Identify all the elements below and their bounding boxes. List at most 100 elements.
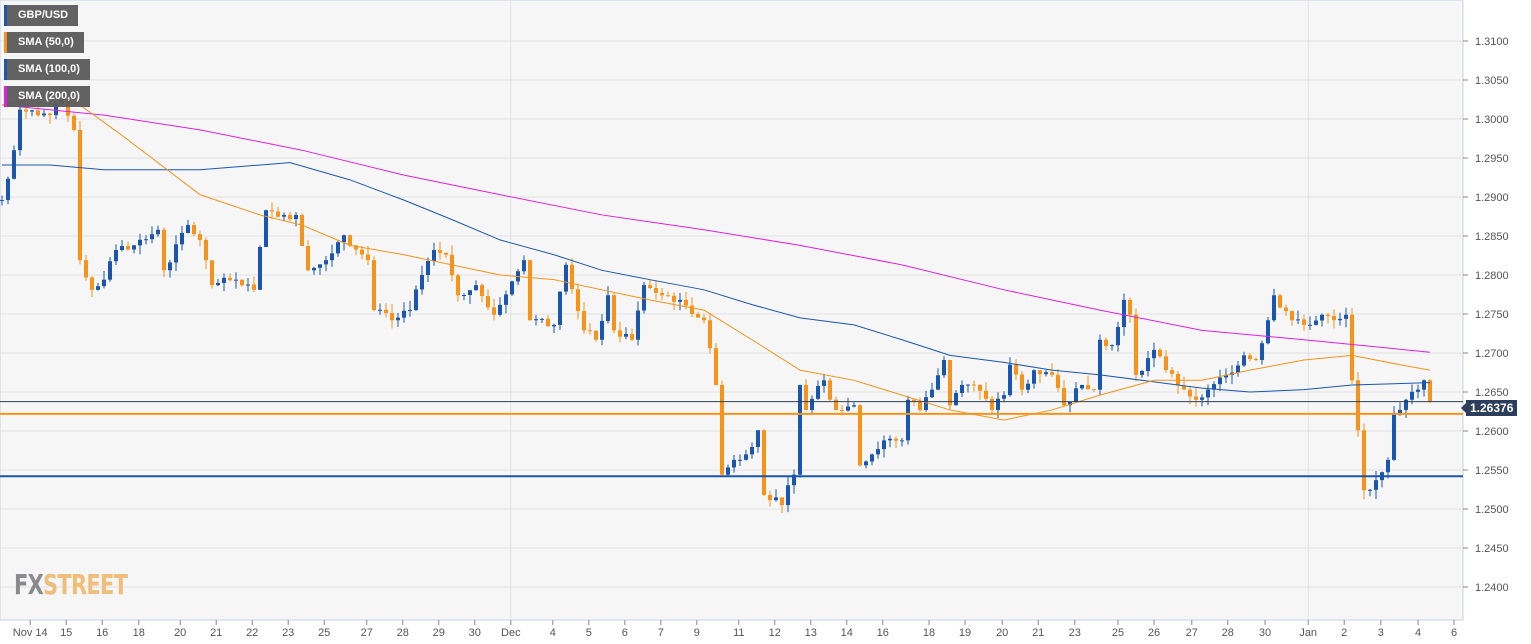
- candle-bearish: [360, 249, 364, 255]
- candle-bullish: [1116, 326, 1120, 346]
- candle-bearish: [1134, 314, 1138, 375]
- plot-area: [0, 0, 1464, 621]
- candle-bearish: [66, 100, 70, 116]
- y-tick-label: 1.2700: [1475, 348, 1509, 360]
- x-tick-label: 2: [1341, 627, 1347, 639]
- candle-bearish: [834, 399, 838, 410]
- candle-bearish: [84, 260, 88, 278]
- candle-bullish: [1032, 370, 1036, 384]
- candle-bullish: [378, 309, 382, 311]
- x-tick-label: Jan: [1299, 627, 1317, 639]
- candle-bullish: [498, 304, 502, 315]
- candle-bearish: [1332, 316, 1336, 321]
- x-tick-label: Nov 14: [13, 627, 48, 639]
- candle-bearish: [1350, 314, 1354, 381]
- candle-bearish: [354, 245, 358, 250]
- candle-bullish: [930, 389, 934, 398]
- candle-bullish: [738, 459, 742, 461]
- candle-bearish: [570, 264, 574, 290]
- candle-bearish: [1020, 374, 1024, 390]
- x-tick-label: 27: [361, 627, 373, 639]
- candle-bearish: [546, 318, 550, 327]
- candle-bullish: [1224, 374, 1228, 378]
- candle-bearish: [972, 384, 976, 386]
- candle-bearish: [438, 250, 442, 253]
- candle-bearish: [978, 384, 982, 391]
- sma200-line: [1, 104, 1431, 353]
- candle-bearish: [480, 285, 484, 297]
- x-tick-label: 12: [769, 627, 781, 639]
- legend-item-gbpusd[interactable]: GBP/USD: [4, 5, 79, 26]
- sma50-line: [1, 94, 1431, 421]
- candle-bullish: [1338, 318, 1342, 321]
- candle-bearish: [612, 295, 616, 331]
- candle-bearish: [1278, 295, 1282, 308]
- candle-bearish: [684, 299, 688, 306]
- candle-bearish: [804, 384, 808, 410]
- candle-bullish: [216, 282, 220, 286]
- candle-bearish: [528, 260, 532, 321]
- candle-bearish: [858, 405, 862, 466]
- x-tick-label: Dec: [501, 627, 521, 639]
- candle-bullish: [1320, 314, 1324, 321]
- x-tick-label: 28: [1222, 627, 1234, 639]
- candle-bearish: [384, 309, 388, 314]
- legend-item-sma50[interactable]: SMA (50,0): [4, 32, 84, 53]
- candle-bullish: [1002, 395, 1006, 399]
- candle-bullish: [1266, 320, 1270, 344]
- x-tick-label: 15: [60, 627, 72, 639]
- candle-bullish: [474, 285, 478, 291]
- x-tick-label: 25: [1112, 627, 1124, 639]
- x-tick-label: 6: [622, 627, 628, 639]
- candle-bearish: [1302, 319, 1306, 325]
- candle-bullish: [138, 239, 142, 246]
- candle-bullish: [144, 239, 148, 241]
- candle-bearish: [630, 333, 634, 340]
- y-tick-label: 1.2450: [1475, 543, 1509, 555]
- candle-bullish: [246, 284, 250, 286]
- candle-bearish: [24, 109, 28, 112]
- candle-bullish: [408, 310, 412, 312]
- candle-bullish: [1218, 377, 1222, 385]
- candle-bullish: [852, 405, 856, 407]
- candle-bullish: [0, 200, 4, 202]
- candle-bullish: [996, 398, 1000, 410]
- candle-bearish: [162, 229, 166, 271]
- candle-bearish: [1290, 311, 1294, 321]
- candle-bullish: [810, 398, 814, 410]
- candle-bullish: [936, 375, 940, 390]
- candle-bullish: [54, 103, 58, 116]
- candle-bullish: [1410, 391, 1414, 400]
- candle-bullish: [120, 246, 124, 251]
- candle-bullish: [294, 214, 298, 220]
- candle-bearish: [780, 497, 784, 506]
- candle-bearish: [192, 225, 196, 235]
- candle-bullish: [1140, 371, 1144, 375]
- legend-item-sma100[interactable]: SMA (100,0): [4, 59, 90, 80]
- candle-bullish: [108, 261, 112, 280]
- candle-bullish: [234, 279, 238, 281]
- candle-bullish: [336, 242, 340, 254]
- candle-bullish: [426, 261, 430, 275]
- candle-bullish: [954, 393, 958, 406]
- candle-bearish: [984, 390, 988, 399]
- candle-bullish: [726, 467, 730, 475]
- candle-bearish: [240, 279, 244, 286]
- candle-bearish: [762, 430, 766, 495]
- candle-bullish: [900, 440, 904, 442]
- candle-bearish: [1164, 356, 1168, 371]
- y-tick-label: 1.2400: [1475, 582, 1509, 594]
- candle-bullish: [942, 360, 946, 376]
- candle-bullish: [1074, 388, 1078, 402]
- candle-bearish: [1326, 314, 1330, 317]
- candle-bearish: [1182, 385, 1186, 390]
- x-tick-label: 11: [733, 627, 744, 639]
- x-tick-label: 19: [959, 627, 971, 639]
- candle-bearish: [1428, 380, 1432, 402]
- candle-bearish: [492, 307, 496, 315]
- candle-bullish: [924, 397, 928, 410]
- candle-bearish: [1092, 389, 1096, 391]
- legend-item-sma200[interactable]: SMA (200,0): [4, 86, 90, 107]
